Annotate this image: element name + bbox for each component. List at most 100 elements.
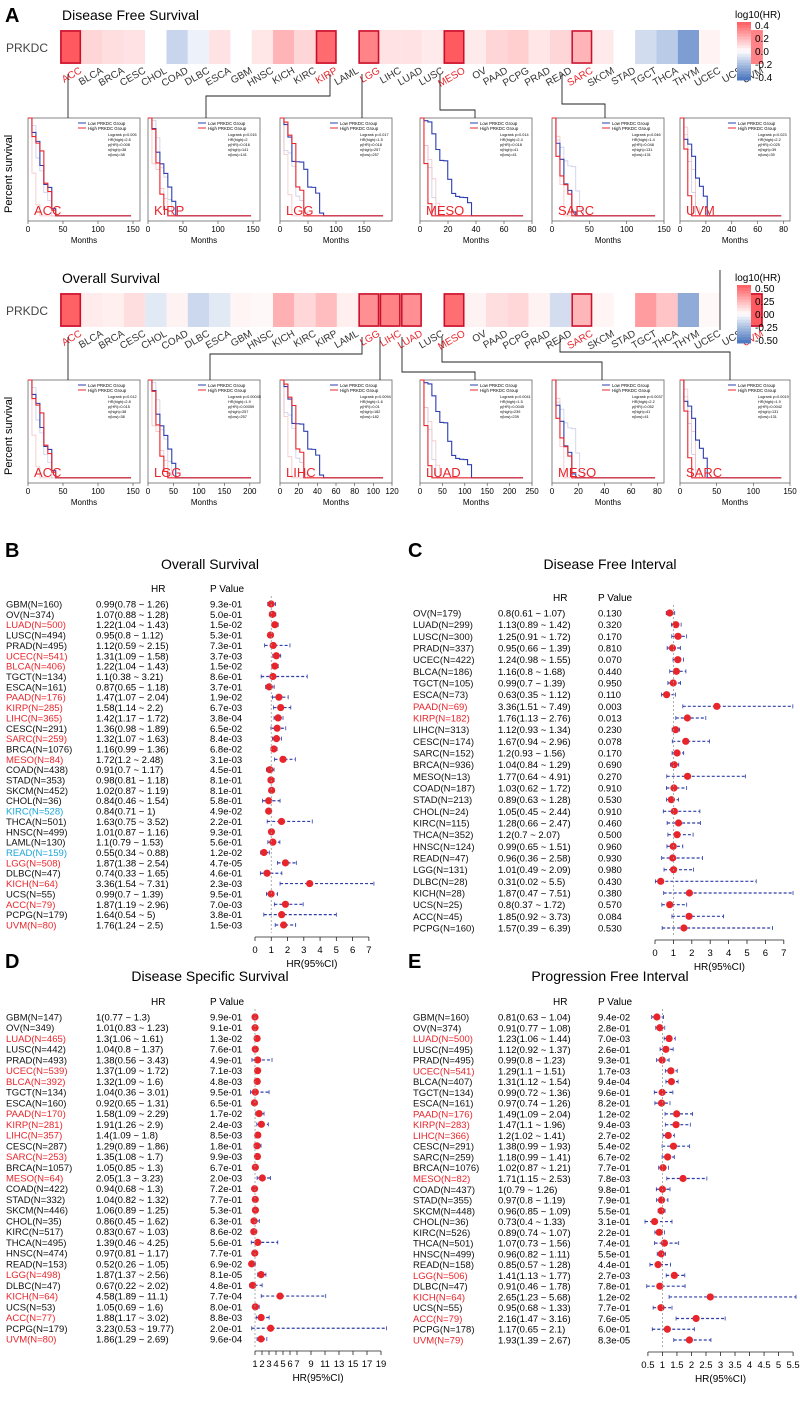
heatmap-legend-swatch <box>737 22 751 26</box>
connector-line <box>559 337 731 380</box>
forest-row: HNSC(N=474) 0.97(0.81 ~ 1.17) 7.7e-01 <box>6 1249 259 1260</box>
heatmap-cell <box>613 30 636 64</box>
forest-row-hr: 1.67(0.94 ~ 2.96) <box>498 737 571 748</box>
forest-point <box>268 610 277 618</box>
forest-point <box>670 761 678 769</box>
heatmap-cell <box>336 30 359 64</box>
heatmap-cell <box>400 293 423 327</box>
forest-row-hr: 0.89(0.74 ~ 1.07) <box>498 1228 571 1239</box>
forest-x-tick-label: 5 <box>334 945 339 956</box>
km-plot-frame <box>551 117 665 222</box>
heatmap-cell <box>145 30 167 64</box>
km-x-tick-label: 0 <box>418 487 423 496</box>
forest-row-p: 8.1e-01 <box>210 776 242 787</box>
forest-row-label: THCA(N=501) <box>6 817 66 828</box>
km-x-tick-label: 20 <box>294 487 303 496</box>
heatmap-legend-swatch <box>737 74 751 78</box>
forest-point <box>672 1121 680 1129</box>
km-curve-high <box>280 117 384 217</box>
forest-row-p: 2.7e-03 <box>598 1271 630 1282</box>
km-stat-line: Logrank p=0.015 <box>228 133 257 137</box>
heatmap-row-label: PRKDC <box>6 41 48 55</box>
km-x-tick-label: 50 <box>59 225 68 234</box>
forest-row-p: 3.8e-04 <box>210 713 242 724</box>
forest-row-hr: 1.04(0.82 ~ 1.32) <box>96 1195 169 1206</box>
forest-point <box>251 1206 260 1214</box>
forest-row-p: 4.6e-01 <box>210 869 242 880</box>
chart-layer: Disease Free SurvivalPRKDCACCBLCABRCACES… <box>3 7 800 1385</box>
km-x-axis-label: Months <box>71 236 97 245</box>
forest-row-label: LUAD(N=299) <box>413 620 473 631</box>
km-x-tick-label: 0 <box>278 225 283 234</box>
forest-row-label: CHOL(N=36) <box>413 1217 469 1228</box>
forest-row-hr: 1.3(1.06 ~ 1.61) <box>96 1034 163 1045</box>
forest-row-hr: 0.67(0.22 ~ 2.02) <box>96 1281 169 1292</box>
forest-row-hr: 1.05(0.69 ~ 1.6) <box>96 1302 163 1313</box>
forest-row-label: LGG(N=498) <box>6 1270 61 1281</box>
forest-row-p: 1.7e-02 <box>210 1109 242 1120</box>
forest-row-hr: 1.2(1.02 ~ 1.41) <box>498 1131 565 1142</box>
forest-row-label: STAD(N=353) <box>6 776 65 787</box>
heatmap-legend-swatch <box>737 328 751 332</box>
forest-point <box>653 1013 661 1021</box>
forest-row-p: 4.7e-05 <box>210 858 242 869</box>
forest-row-p: 7.1e-03 <box>210 1066 242 1077</box>
forest-row-p: 0.930 <box>598 854 622 865</box>
km-x-axis-label: Months <box>595 498 621 507</box>
forest-x-tick-label: 6 <box>763 948 768 959</box>
forest-row-label: SARC(N=253) <box>6 1152 67 1163</box>
forest-row: THCA(N=352) 1.2(0.7 ~ 2.07) 0.500 <box>413 830 694 841</box>
km-x-tick-label: 100 <box>192 487 206 496</box>
km-stat-line: HR(high)=2.4 <box>500 138 523 142</box>
forest-row-label: KICH(N=64) <box>6 879 58 890</box>
forest-row: PRAD(N=493) 1.38(0.56 ~ 3.43) 4.9e-01 <box>6 1055 273 1066</box>
forest-row-label: BRCA(N=1076) <box>6 744 72 755</box>
km-curve-high <box>680 117 782 217</box>
forest-row-hr: 0.8(0.61 ~ 1.07) <box>498 609 565 620</box>
km-plot-frame <box>279 117 393 222</box>
heatmap-cell <box>294 30 316 64</box>
km-stat-line: n(low)=41 <box>632 415 649 419</box>
forest-row-p: 9.5e-01 <box>210 1088 242 1099</box>
forest-row: PRAD(N=495) 0.99(0.8 ~ 1.23) 9.3e-01 <box>413 1056 670 1067</box>
forest-row: COAD(N=437) 1(0.79 ~ 1.26) 9.8e-01 <box>413 1185 671 1196</box>
forest-row-p: 0.950 <box>598 679 622 690</box>
km-stat-line: n(high)=38 <box>108 410 126 414</box>
forest-row-hr: 1.07(0.88 ~ 1.28) <box>96 610 169 621</box>
heatmap-cell-highlight <box>60 293 82 327</box>
forest-x-tick-label: 1 <box>660 1360 665 1371</box>
km-legend-high: High PRKDC Group <box>738 388 777 393</box>
forest-row: MESO(N=84) 1.72(1.2 ~ 2.48) 3.1e-03 <box>6 755 296 766</box>
forest-row-label: LGG(N=506) <box>413 1271 468 1282</box>
km-stat-line: n(high)=39 <box>758 148 776 152</box>
forest-row-p: 5.0e-01 <box>210 610 242 621</box>
forest-row-p: 2.6e-01 <box>598 1045 630 1056</box>
km-x-tick-label: 100 <box>747 487 761 496</box>
forest-point <box>265 797 273 805</box>
heatmap-legend-swatch <box>737 331 751 335</box>
forest-row-label: UVM(N=79) <box>413 1336 463 1347</box>
forest-row-hr: 1.88(1.17 ~ 3.02) <box>96 1313 169 1324</box>
forest-row-label: MESO(N=64) <box>6 1174 63 1185</box>
forest-row-p: 5.3e-01 <box>210 1206 242 1217</box>
forest-row-hr: 0.97(0.8 ~ 1.19) <box>498 1196 565 1207</box>
km-x-axis-label: Months <box>71 498 97 507</box>
forest-row-hr: 0.31(0.02 ~ 5.5) <box>498 877 565 888</box>
forest-row: CHOL(N=36) 0.84(0.46 ~ 1.54) 5.8e-01 <box>6 796 281 807</box>
forest-row: READ(N=47) 0.96(0.36 ~ 2.58) 0.930 <box>413 854 703 865</box>
km-x-tick-label: 40 <box>727 225 736 234</box>
forest-row-p: 2.0e-03 <box>210 1174 242 1185</box>
forest-row-hr: 1.1(0.79 ~ 1.53) <box>96 838 163 849</box>
forest-row-hr: 0.96(0.85 ~ 1.09) <box>498 1206 571 1217</box>
heatmap-cell <box>422 293 444 327</box>
forest-row: ACC(N=77) 1.88(1.17 ~ 3.02) 8.8e-03 <box>6 1313 270 1324</box>
km-x-tick-label: 0 <box>146 487 151 496</box>
km-x-axis-label: Months <box>323 236 349 245</box>
forest-row-label: HNSC(N=499) <box>6 827 68 838</box>
km-x-tick-label: 250 <box>525 487 539 496</box>
forest-row-hr: 1.13(0.89 ~ 1.42) <box>498 620 571 631</box>
forest-row-p: 0.170 <box>598 749 622 760</box>
km-x-tick-label: 20 <box>574 487 583 496</box>
km-stat-line: p(HR)=0.025 <box>758 143 780 147</box>
